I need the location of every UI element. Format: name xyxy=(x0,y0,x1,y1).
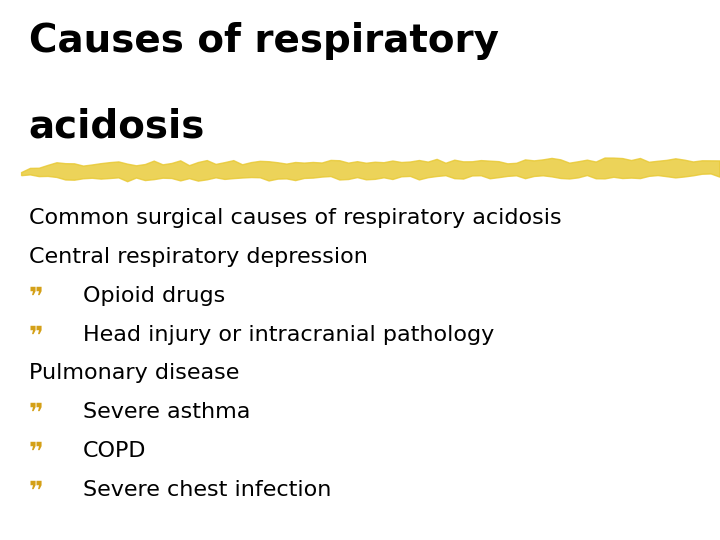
Text: Severe asthma: Severe asthma xyxy=(83,402,250,422)
Text: COPD: COPD xyxy=(83,441,146,461)
Text: ❞: ❞ xyxy=(29,441,43,465)
Text: Central respiratory depression: Central respiratory depression xyxy=(29,247,368,267)
Text: ❞: ❞ xyxy=(29,402,43,426)
Text: ❞: ❞ xyxy=(29,286,43,309)
Polygon shape xyxy=(22,158,720,181)
Text: Common surgical causes of respiratory acidosis: Common surgical causes of respiratory ac… xyxy=(29,208,562,228)
Text: ❞: ❞ xyxy=(29,325,43,348)
Text: Severe chest infection: Severe chest infection xyxy=(83,480,331,500)
Text: Causes of respiratory: Causes of respiratory xyxy=(29,22,499,59)
Text: Opioid drugs: Opioid drugs xyxy=(83,286,225,306)
Text: ❞: ❞ xyxy=(29,480,43,504)
Text: Pulmonary disease: Pulmonary disease xyxy=(29,363,239,383)
Text: Head injury or intracranial pathology: Head injury or intracranial pathology xyxy=(83,325,494,345)
Text: acidosis: acidosis xyxy=(29,108,205,146)
